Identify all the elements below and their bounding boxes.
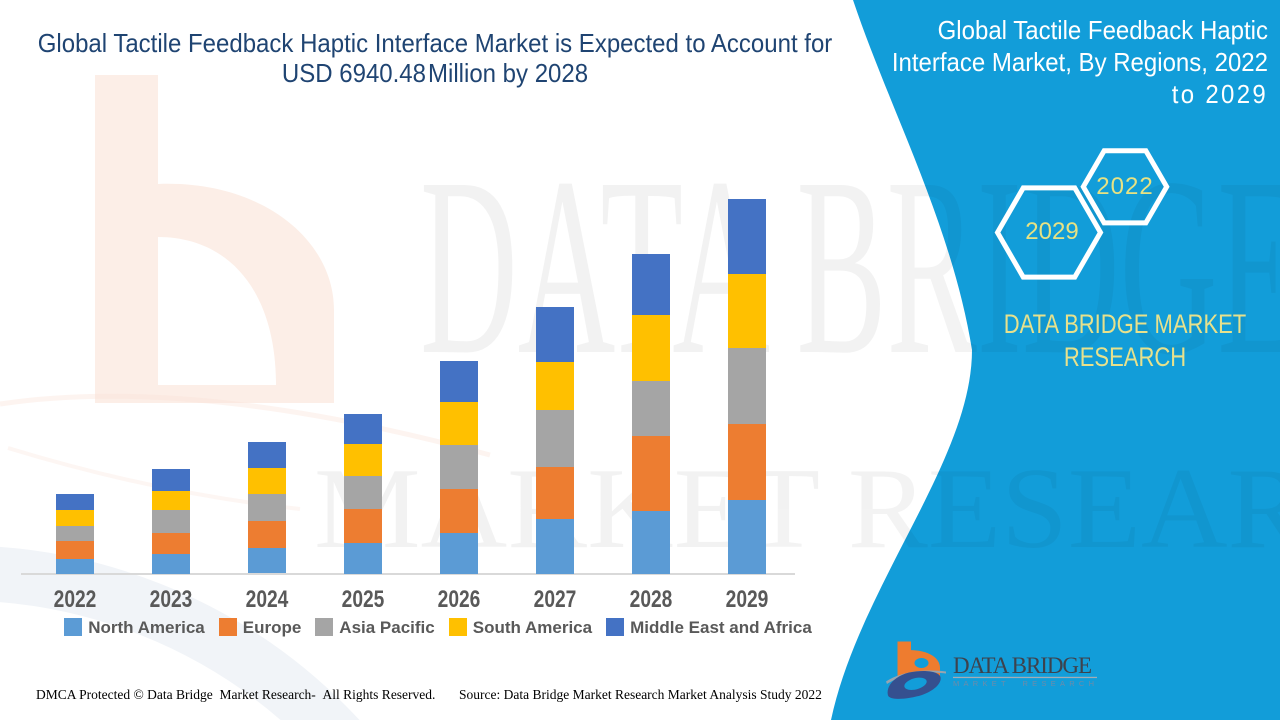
svg-text:MARKET RESEARCH: MARKET RESEARCH [953, 679, 1094, 688]
svg-text:DATA BRIDGE: DATA BRIDGE [953, 653, 1092, 678]
